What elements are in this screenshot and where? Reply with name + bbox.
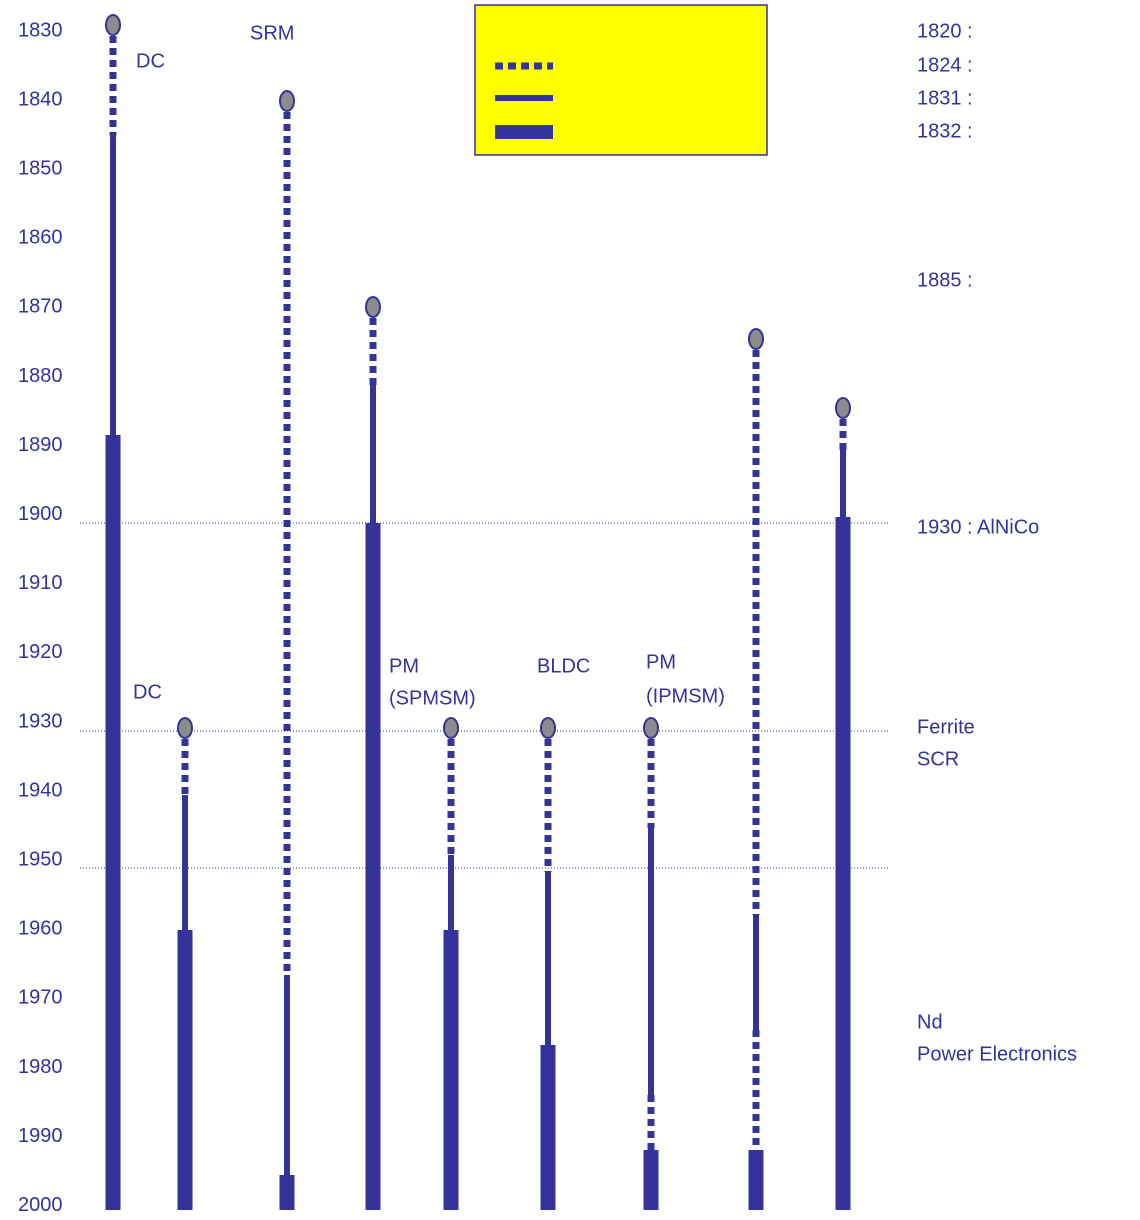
labels: DC SRM DC PM (SPMSM) BLDC PM (IPMSM) 182… bbox=[18, 19, 1077, 1216]
motor-label: PM bbox=[389, 655, 419, 677]
year-label: 1880 bbox=[18, 365, 63, 387]
year-label: 1950 bbox=[18, 848, 63, 870]
event: 1820 : bbox=[917, 20, 973, 42]
event: Nd bbox=[917, 1011, 943, 1033]
motor-label: BLDC bbox=[537, 655, 590, 677]
timelines bbox=[105, 14, 851, 1210]
event: 1832 : bbox=[917, 120, 973, 142]
motor-label: DC bbox=[136, 50, 165, 72]
motor-label: PM bbox=[646, 651, 676, 673]
event: Ferrite bbox=[917, 716, 975, 738]
year-label: 1860 bbox=[18, 227, 63, 249]
event: Power Electronics bbox=[917, 1043, 1077, 1065]
reference-lines bbox=[80, 522, 890, 869]
year-label: 1910 bbox=[18, 572, 63, 594]
year-label: 1850 bbox=[18, 157, 63, 179]
year-label: 2000 bbox=[18, 1194, 63, 1216]
motor-sublabel: (IPMSM) bbox=[646, 685, 725, 707]
start-marker bbox=[748, 328, 764, 350]
start-marker bbox=[105, 14, 121, 36]
year-label: 1920 bbox=[18, 641, 63, 663]
year-label: 1970 bbox=[18, 987, 63, 1009]
event: 1831 : bbox=[917, 87, 973, 109]
year-label: 1990 bbox=[18, 1125, 63, 1147]
start-marker bbox=[365, 296, 381, 318]
event: SCR bbox=[917, 748, 959, 770]
start-marker bbox=[835, 397, 851, 419]
motor-label: SRM bbox=[250, 22, 294, 44]
event: 1824 : bbox=[917, 54, 973, 76]
year-label: 1960 bbox=[18, 918, 63, 940]
start-marker bbox=[643, 717, 659, 739]
year-label: 1900 bbox=[18, 503, 63, 525]
event: 1885 : bbox=[917, 269, 973, 291]
start-marker bbox=[177, 717, 193, 739]
motor-sublabel: (SPMSM) bbox=[389, 687, 476, 709]
start-marker bbox=[279, 90, 295, 112]
start-marker bbox=[540, 717, 556, 739]
motor-label: DC bbox=[133, 681, 162, 703]
year-label: 1830 bbox=[18, 19, 63, 41]
event: 1930 : AlNiCo bbox=[917, 516, 1039, 538]
start-marker bbox=[443, 717, 459, 739]
year-label: 1890 bbox=[18, 434, 63, 456]
year-label: 1980 bbox=[18, 1056, 63, 1078]
year-label: 1840 bbox=[18, 88, 63, 110]
year-label: 1940 bbox=[18, 779, 63, 801]
year-label: 1930 bbox=[18, 710, 63, 732]
year-label: 1870 bbox=[18, 296, 63, 318]
